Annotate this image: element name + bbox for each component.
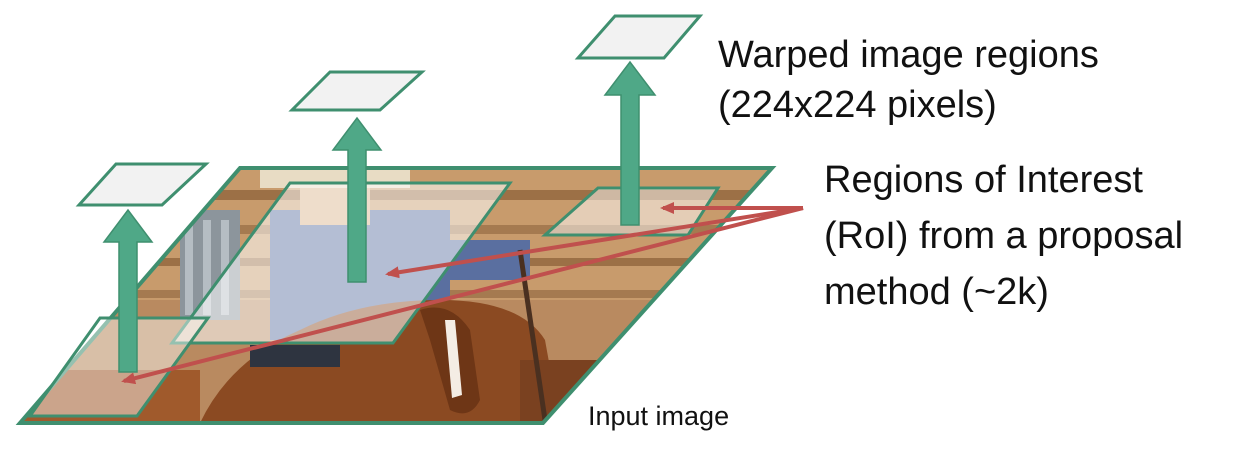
input-image-border [15,166,777,425]
roi-arrow-to-left [121,206,804,385]
warp-arrow-right [603,60,657,226]
warped-region-right [574,14,704,60]
warp-arrow-center [331,116,383,283]
warped-regions-line2: (224x224 pixels) [718,84,997,126]
warp-arrow-left [102,208,154,373]
warped-regions-line1: Warped image regions [718,34,1099,76]
warped-region-left [75,162,210,207]
roi-line3: method (~2k) [824,271,1049,313]
roi-pointer-arrows [121,202,804,385]
roi-box-center [169,181,513,345]
warped-regions-label: Warped image regions (224x224 pixels) [718,30,1099,130]
warped-region-center [288,70,426,112]
roi-arrow-to-center [385,206,804,279]
input-image-label: Input image [588,401,730,431]
roi-line2: (RoI) from a proposal [824,215,1184,257]
roi-line1: Regions of Interest [824,159,1143,201]
roi-label: Regions of Interest (RoI) from a proposa… [824,152,1183,320]
